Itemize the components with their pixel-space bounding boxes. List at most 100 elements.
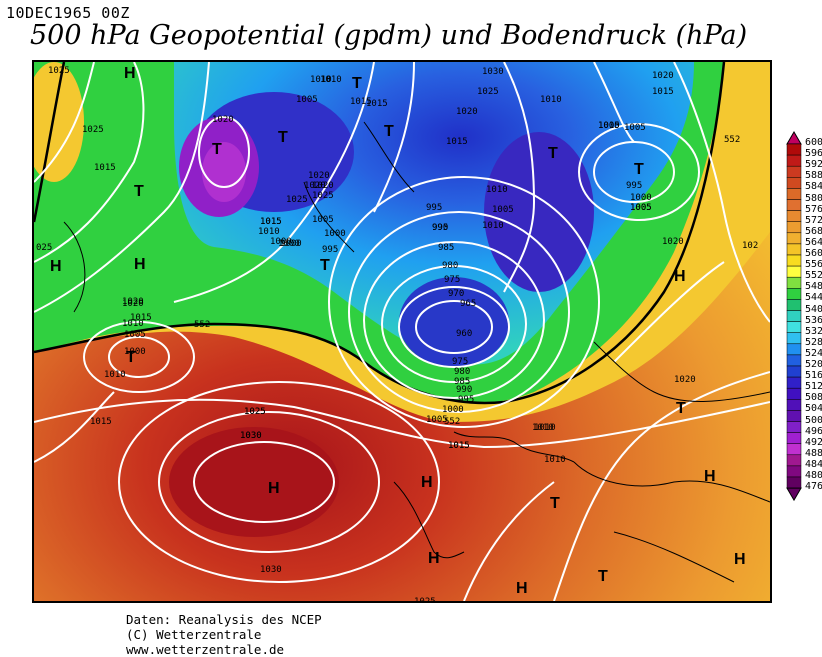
scale-value-label: 536 [805, 314, 822, 326]
isobar-label: 1000 [124, 347, 146, 357]
north-edge-high: H [124, 65, 136, 82]
scale-value-label: 496 [805, 425, 822, 437]
credits: Daten: Reanalysis des NCEP (C) Wetterzen… [126, 612, 322, 657]
scale-value-label: 600 [805, 137, 822, 148]
isobar-label: 1020 [662, 237, 684, 247]
isobar-label: 1005 [598, 121, 620, 131]
552-contour [34, 62, 726, 405]
scale-value-label: 580 [805, 192, 822, 204]
west-atlantic-low: T [134, 183, 144, 200]
isobar-label: 1000 [442, 405, 464, 415]
isobar-label: 1025 [82, 125, 104, 135]
scale-value-label: 568 [805, 225, 822, 237]
azores-high: H [268, 480, 280, 497]
isobar-label: 1015 [94, 163, 116, 173]
isobar-label: 985 [454, 377, 470, 387]
credits-data-source: Daten: Reanalysis des NCEP [126, 612, 322, 627]
scale-value-label: 596 [805, 148, 822, 160]
scale-swatch [786, 399, 802, 411]
scale-value-label: 592 [805, 159, 822, 171]
credits-url[interactable]: www.wetterzentrale.de [126, 642, 285, 657]
552-label: 552 [444, 417, 460, 427]
isobar-label: 980 [454, 367, 470, 377]
scale-swatch [786, 454, 802, 467]
scale-value-label: 504 [805, 403, 822, 415]
isobar-label: 1025 [244, 407, 266, 417]
scale-swatch [786, 376, 802, 389]
scale-swatch [786, 321, 802, 333]
scale-value-label: 492 [805, 436, 822, 448]
isobar-label: 1020 [304, 181, 326, 191]
barents-low: T [548, 145, 558, 162]
isobar-label: 1015 [260, 217, 282, 227]
isobar-label: 995 [626, 181, 642, 191]
purple-core-inner [202, 142, 246, 202]
scale-value-label: 556 [805, 259, 822, 271]
credits-copyright: (C) Wetterzentrale [126, 627, 262, 642]
isobar-label: 1030 [260, 565, 282, 575]
isobar-label: 1015 [652, 87, 674, 97]
isobar-label: 1025 [414, 597, 436, 601]
libya-low: T [598, 568, 608, 585]
isobar-label: 1010 [598, 121, 620, 131]
scale-swatch [786, 199, 802, 211]
iberia-high: H [428, 550, 440, 567]
scale-swatch [786, 221, 802, 234]
isobar-label: 1025 [48, 66, 70, 76]
baltic-high: H [134, 256, 146, 273]
scale-swatch [786, 177, 802, 189]
isobar-label: 1015 [90, 417, 112, 427]
east-med-high: H [734, 551, 746, 568]
isobar-label: 1005 [492, 205, 514, 215]
scale-value-label: 524 [805, 347, 822, 359]
isobar-label: 1005 [426, 415, 448, 425]
russia-low: T [634, 161, 644, 178]
isobar-label: 1000 [270, 237, 292, 247]
newfoundland-low: T [126, 349, 136, 366]
scale-swatch [786, 188, 802, 200]
isobar-label: 1030 [482, 67, 504, 77]
isobar-label: 1005 [124, 330, 146, 340]
isobar-label: 965 [460, 299, 476, 309]
scale-swatch [786, 165, 802, 178]
scale-value-label: 520 [805, 359, 822, 370]
isobar-label: 1020 [652, 71, 674, 81]
isobar-label: 1015 [448, 441, 470, 451]
scale-value-label: 560 [805, 248, 822, 259]
isobar-label: 1015 [448, 441, 470, 451]
isobar-label: 1010 [482, 221, 504, 231]
isobar-label: 995 [432, 223, 448, 233]
scale-swatch [786, 476, 802, 489]
scale-top-arrow [786, 131, 802, 145]
scale-bottom-arrow [786, 487, 802, 502]
isobar-label: 1015 [260, 217, 282, 227]
isobar-label: 1010 [540, 95, 562, 105]
color-scale-legend: 600 596 592 588 584 580 576 572 568 564 560 556 552 5… [785, 130, 822, 530]
isobar-label: 1015 [130, 313, 152, 323]
black-sea-low: T [676, 400, 686, 417]
isobar-label: 1005 [630, 203, 652, 213]
isobar-label: 025 [36, 243, 52, 253]
isobar-label: 980 [442, 261, 458, 271]
isobar-label: 1020 [122, 299, 144, 309]
scale-value-label: 544 [805, 292, 822, 304]
weather-map: H H H H H H H H H H T T T T T T T T T T … [32, 60, 772, 603]
isobar-label: 1010 [122, 319, 144, 329]
isobar-label: 1020 [312, 181, 334, 191]
scale-value-label: 476 [805, 481, 822, 493]
scale-swatch [786, 410, 802, 422]
isobar-label: 1020 [456, 107, 478, 117]
isobar-label: 1020 [308, 171, 330, 181]
scale-swatch [786, 232, 802, 245]
scale-value-label: 508 [805, 392, 822, 404]
pressure-center-markers: H H H H H H H H H H T T T T T T T T T T … [50, 65, 746, 597]
map-title: 500 hPa Geopotential (gpdm) und Bodendru… [30, 20, 748, 51]
scale-swatch [786, 343, 802, 356]
scale-value-label: 532 [805, 325, 822, 337]
isobar-label: 1010 [534, 423, 556, 433]
north-sea-low: T [352, 75, 362, 92]
atlantic-mid-low: T [320, 257, 330, 274]
scale-value-label: 540 [805, 303, 822, 315]
norwegian-sea-low: T [384, 123, 394, 140]
scale-value-label: 548 [805, 281, 822, 293]
